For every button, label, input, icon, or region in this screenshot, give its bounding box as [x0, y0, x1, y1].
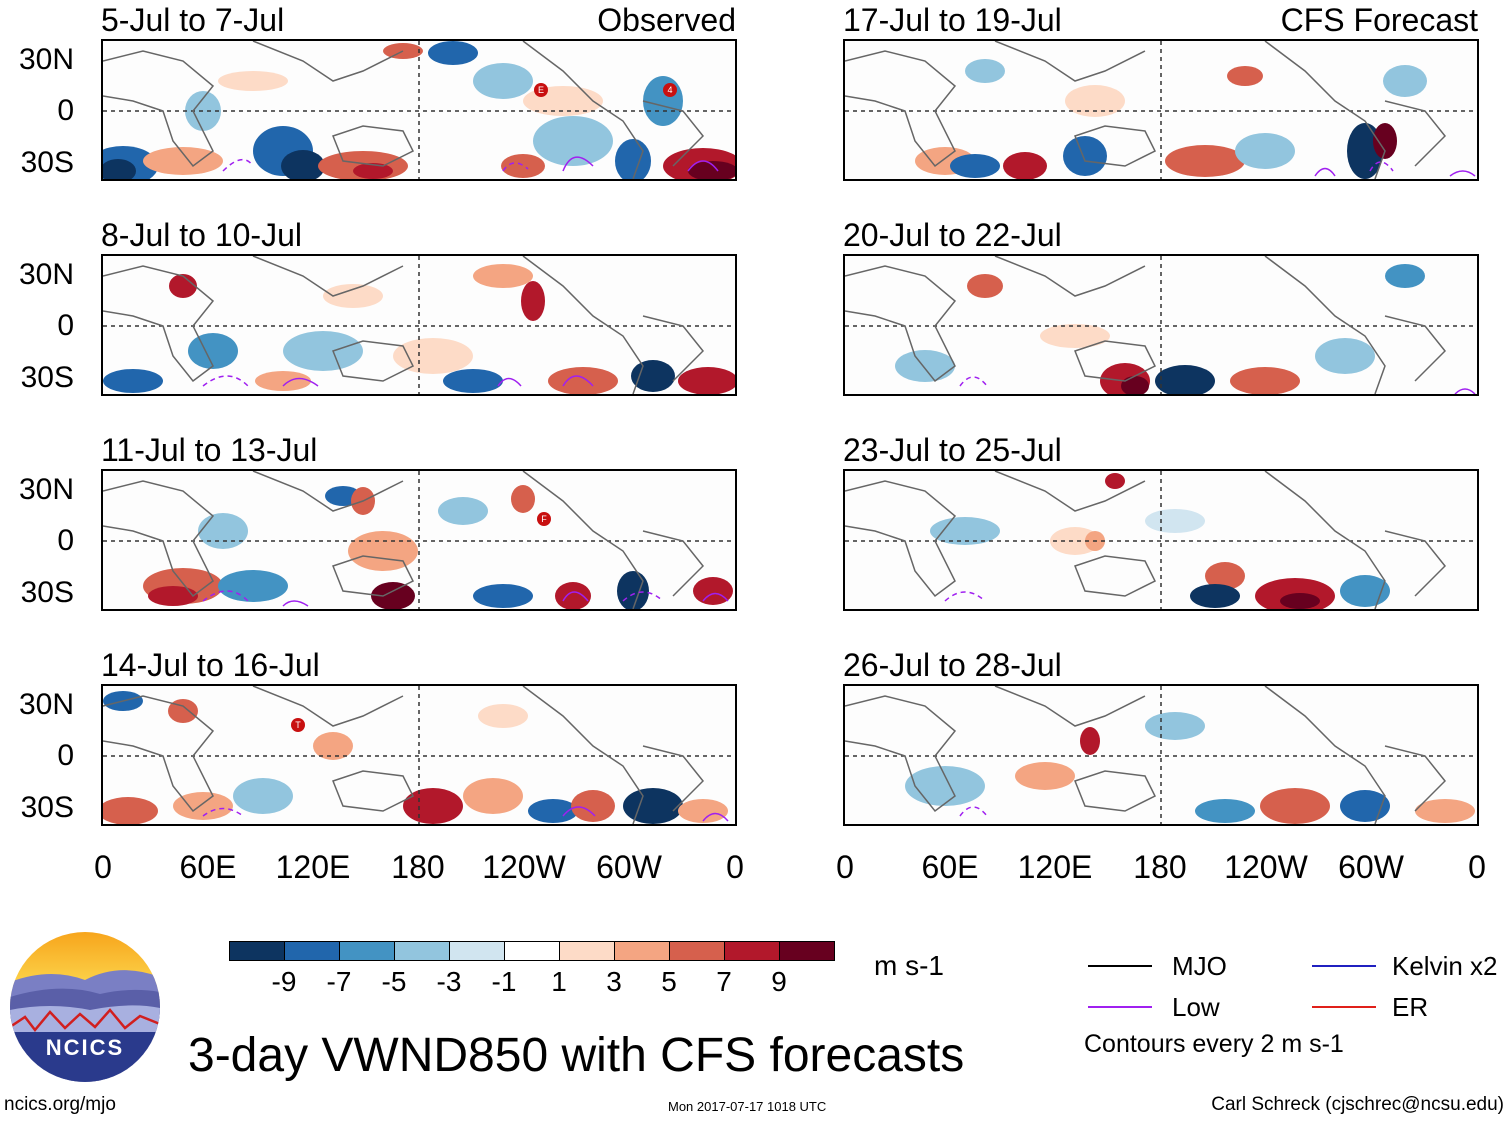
- colorbar-tick-label: 9: [771, 966, 787, 997]
- lat-label: 0: [57, 739, 74, 772]
- lon-label: 180: [1133, 849, 1187, 885]
- lat-label: 30S: [20, 791, 74, 824]
- legend-line-kelvin: [1312, 965, 1376, 967]
- legend-label-er: ER: [1392, 992, 1429, 1022]
- lon-label: 0: [1468, 849, 1486, 885]
- colorbar-tick-label: 5: [661, 966, 677, 997]
- legend-line-er: [1312, 1006, 1376, 1008]
- colorbar-tick-label: -9: [271, 966, 297, 997]
- lat-label: 30S: [20, 576, 74, 609]
- lon-label: 120W: [482, 849, 566, 885]
- colorbar-cell: [669, 941, 725, 961]
- legend-label-low: Low: [1172, 992, 1220, 1022]
- map-field: [103, 41, 735, 179]
- lon-label: 120W: [1224, 849, 1308, 885]
- panel-title: 23-Jul to 25-Jul: [843, 432, 1062, 468]
- lon-label: 60E: [921, 849, 979, 885]
- panel-label-cfs-forecast: CFS Forecast: [1280, 2, 1478, 38]
- map-field: [103, 256, 735, 394]
- legend-label-kelvin: Kelvin x2: [1392, 951, 1498, 981]
- map-field: [103, 686, 735, 824]
- storm-marker-icon: E: [534, 83, 548, 97]
- colorbar-tick-label: -3: [436, 966, 462, 997]
- colorbar-cell: [504, 941, 560, 961]
- colorbar-units: m s-1: [874, 950, 944, 981]
- lon-label: 180: [391, 849, 445, 885]
- colorbar-tick-label: 3: [606, 966, 622, 997]
- map-panel-forecast-3: [843, 469, 1479, 611]
- lon-label: 120E: [1017, 849, 1093, 885]
- lat-label: 30S: [20, 361, 74, 394]
- colorbar-tick-label: 1: [551, 966, 567, 997]
- colorbar-cell: [229, 941, 285, 961]
- map-panel-observed-2: [101, 254, 737, 396]
- lat-label: 0: [57, 524, 74, 557]
- colorbar-tick-label: -5: [381, 966, 407, 997]
- colorbar-cell: [284, 941, 340, 961]
- lat-label: 30S: [20, 146, 74, 179]
- lat-label: 0: [57, 309, 74, 342]
- timestamp: Mon 2017-07-17 1018 UTC: [668, 1099, 827, 1114]
- map-panel-forecast-1: [843, 39, 1479, 181]
- map-panel-forecast-4: [843, 684, 1479, 826]
- map-field: [845, 686, 1477, 824]
- legend-label-mjo: MJO: [1172, 951, 1227, 981]
- map-field: [845, 256, 1477, 394]
- colorbar-tick-label: -7: [326, 966, 352, 997]
- logo-label: NCICS: [45, 1035, 125, 1060]
- main-title: 3-day VWND850 with CFS forecasts: [188, 1029, 965, 1082]
- author-credit: Carl Schreck (cjschrec@ncsu.edu): [1211, 1094, 1504, 1115]
- lat-label: 30N: [18, 688, 74, 721]
- map-panel-observed-1: E 4: [101, 39, 737, 181]
- footer-url[interactable]: ncics.org/mjo: [4, 1094, 116, 1115]
- colorbar-cell: [449, 941, 505, 961]
- panel-title: 8-Jul to 10-Jul: [101, 217, 302, 253]
- contour-note: Contours every 2 m s-1: [1084, 1030, 1344, 1058]
- panel-label-observed: Observed: [597, 2, 736, 38]
- storm-marker-icon: F: [537, 512, 551, 526]
- panel-title: 20-Jul to 22-Jul: [843, 217, 1062, 253]
- map-panel-observed-4: T: [101, 684, 737, 826]
- legend-line-mjo: [1088, 965, 1152, 967]
- lon-label: 0: [94, 849, 112, 885]
- map-field: [845, 471, 1477, 609]
- colorbar-tick-label: 7: [716, 966, 732, 997]
- colorbar-cell: [394, 941, 450, 961]
- map-panel-observed-3: F: [101, 469, 737, 611]
- legend-line-low: [1088, 1006, 1152, 1008]
- lat-label: 30N: [18, 258, 74, 291]
- colorbar-cell: [559, 941, 615, 961]
- lon-label: 60W: [1338, 849, 1404, 885]
- lon-label: 0: [726, 849, 744, 885]
- lat-label: 30N: [18, 473, 74, 506]
- colorbar-tick-label: -1: [491, 966, 517, 997]
- lon-label: 0: [836, 849, 854, 885]
- ncics-logo: NCICS: [10, 932, 160, 1082]
- map-panel-forecast-2: [843, 254, 1479, 396]
- colorbar-cell: [779, 941, 835, 961]
- lon-label: 60E: [179, 849, 237, 885]
- colorbar-cell: [339, 941, 395, 961]
- lon-label: 120E: [275, 849, 351, 885]
- panel-title: 26-Jul to 28-Jul: [843, 647, 1062, 683]
- colorbar-cell: [724, 941, 780, 961]
- lat-label: 30N: [18, 43, 74, 76]
- panel-title: 5-Jul to 7-Jul: [101, 2, 285, 38]
- panel-title: 17-Jul to 19-Jul: [843, 2, 1062, 38]
- panel-title: 14-Jul to 16-Jul: [101, 647, 320, 683]
- lon-label: 60W: [596, 849, 662, 885]
- colorbar-cell: [614, 941, 670, 961]
- storm-marker-icon: T: [291, 718, 305, 732]
- lat-label: 0: [57, 94, 74, 127]
- map-field: [103, 471, 735, 609]
- map-field: [845, 41, 1477, 179]
- storm-marker-icon: 4: [663, 83, 677, 97]
- panel-title: 11-Jul to 13-Jul: [101, 432, 318, 468]
